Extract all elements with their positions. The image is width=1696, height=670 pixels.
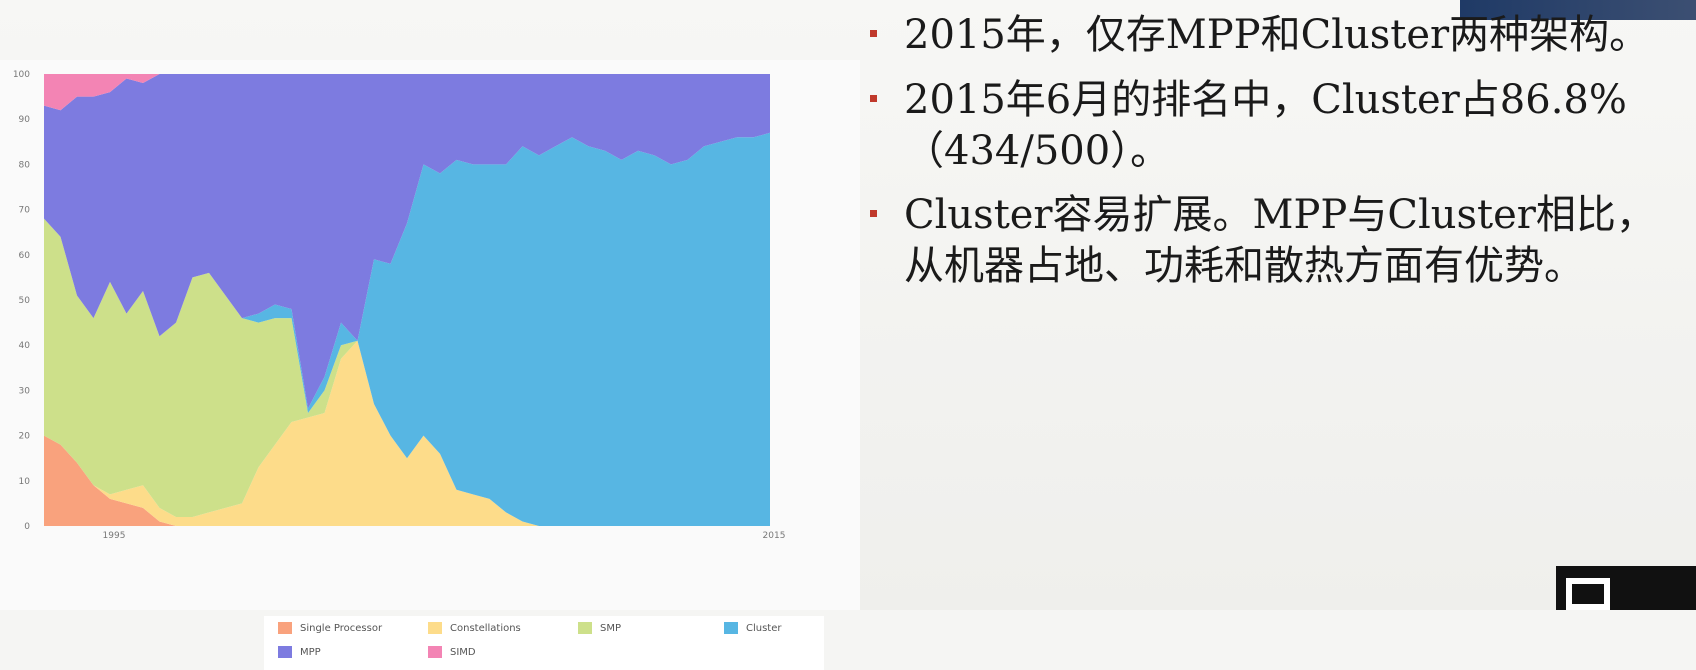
legend-label-cluster: Cluster [746, 622, 782, 634]
area-series-mpp [44, 74, 770, 409]
area-series-single-processor [44, 435, 770, 526]
legend-label-mpp: MPP [300, 646, 321, 658]
bullet-item: 2015年，仅存MPP和Cluster两种架构。 [868, 10, 1696, 61]
legend-item-cluster: Cluster [724, 622, 782, 634]
legend-item-constellations: Constellations [428, 622, 521, 634]
legend-label-constellations: Constellations [450, 622, 521, 634]
bullet-text-continued: 从机器占地、功耗和散热方面有优势。 [904, 243, 1584, 290]
y-tick-label: 50 [19, 296, 31, 306]
y-tick-label: 20 [19, 432, 31, 442]
legend-swatch-cluster [724, 622, 738, 634]
bullet-marker [870, 94, 877, 102]
legend-swatch-mpp [278, 646, 292, 658]
legend-swatch-simd [428, 646, 442, 658]
qr-code-icon [1556, 566, 1696, 610]
y-tick-label: 90 [19, 115, 31, 125]
y-tick-label: 80 [19, 160, 31, 170]
area-series-smp [44, 218, 770, 526]
legend-swatch-smp [578, 622, 592, 634]
legend-label-simd: SIMD [450, 646, 476, 658]
bullet-item: 2015年6月的排名中，Cluster占86.8% （434/500）。 [868, 75, 1696, 177]
y-tick-label: 30 [19, 386, 31, 396]
bullet-item: Cluster容易扩展。MPP与Cluster相比， 从机器占地、功耗和散热方面… [868, 190, 1696, 292]
y-tick-label: 100 [13, 70, 30, 80]
y-tick-label: 60 [19, 251, 31, 261]
legend-label-smp: SMP [600, 622, 622, 634]
area-series-cluster [44, 132, 770, 527]
legend-item-smp: SMP [578, 622, 621, 634]
x-tick-label: 2015 [763, 531, 786, 541]
legend-item-single-processor: Single Processor [278, 622, 382, 634]
legend-label-single-processor: Single Processor [300, 622, 383, 634]
y-tick-label: 0 [24, 522, 30, 532]
legend-swatch-constellations [428, 622, 442, 634]
legend-item-mpp: MPP [278, 646, 321, 658]
bullet-text: Cluster容易扩展。MPP与Cluster相比， [904, 192, 1656, 239]
area-series-constellations [44, 340, 770, 526]
y-tick-label: 10 [19, 477, 31, 487]
area-series-simd [44, 74, 770, 111]
bullet-marker [870, 30, 877, 37]
bullet-marker [870, 210, 877, 218]
bullet-list: 2015年，仅存MPP和Cluster两种架构。 2015年6月的排名中，Clu… [868, 10, 1696, 292]
legend-item-simd: SIMD [428, 646, 476, 658]
bullet-text-continued: （434/500）。 [904, 127, 1171, 174]
top500-architecture-chart: 0 10 20 30 40 50 60 70 80 90 100 1995 2015 Single Pr… [0, 60, 860, 670]
bullet-text: 2015年6月的排名中，Cluster占86.8% [904, 76, 1627, 123]
legend-swatch-single-processor [278, 622, 292, 634]
webcam-overlay [1460, 0, 1696, 20]
area-chart-svg: 0 10 20 30 40 50 60 70 80 90 100 1995 2015 [13, 70, 786, 541]
bullet-text: 2015年，仅存MPP和Cluster两种架构。 [904, 12, 1650, 58]
y-tick-label: 40 [19, 341, 31, 351]
y-tick-label: 70 [19, 206, 31, 216]
x-tick-label: 1995 [103, 531, 126, 541]
chart-legend: Single Processor Constellations SMP Clus… [264, 616, 824, 670]
